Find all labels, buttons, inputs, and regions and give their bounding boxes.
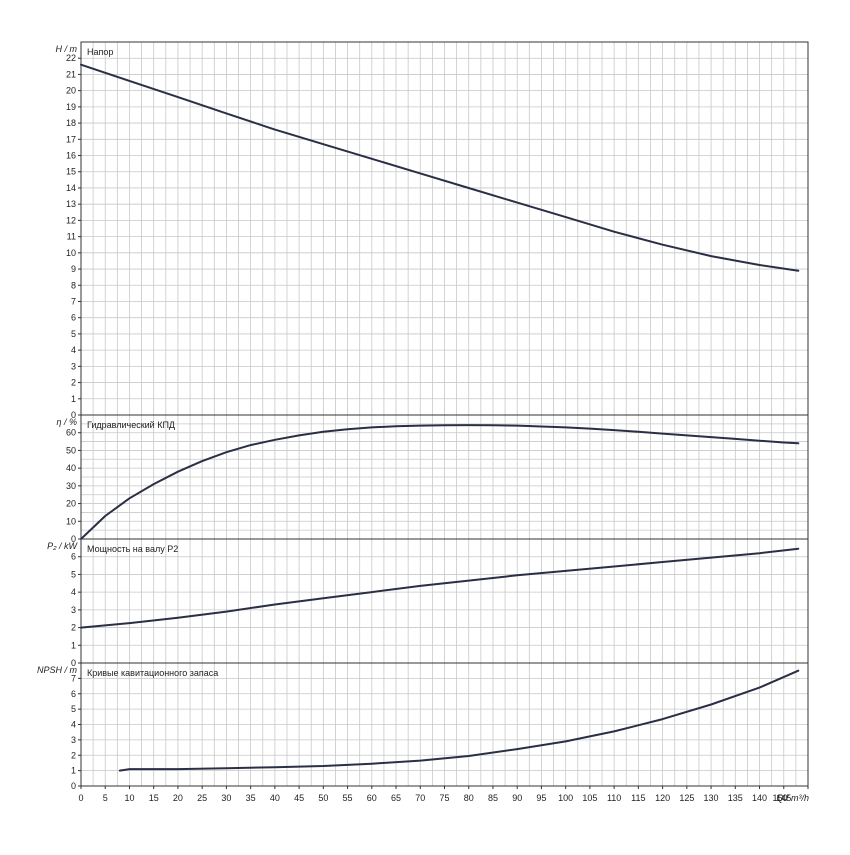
x-tick-label: 70 [415, 793, 425, 803]
panel-1-ytick-label: 14 [66, 183, 76, 193]
panel-1-ytick-label: 1 [71, 394, 76, 404]
x-tick-label: 35 [246, 793, 256, 803]
panel-3-ytick-label: 2 [71, 623, 76, 633]
panel-4-ytick-label: 1 [71, 766, 76, 776]
panel-3-ytick-label: 5 [71, 569, 76, 579]
panel-2-ytick-label: 10 [66, 516, 76, 526]
x-tick-label: 40 [270, 793, 280, 803]
panel-1-ytick-label: 4 [71, 345, 76, 355]
x-tick-label: 140 [752, 793, 767, 803]
panel-1-ytick-label: 19 [66, 102, 76, 112]
panel-3-ytick-label: 1 [71, 640, 76, 650]
panel-4-ytick-label: 0 [71, 781, 76, 791]
x-axis-title: Q / m³/h [776, 793, 809, 803]
panel-1-ytick-label: 15 [66, 167, 76, 177]
panel-3-ytick-label: 4 [71, 587, 76, 597]
panel-1-y-axis-title: H / m [56, 44, 78, 54]
panel-1-title: Напор [87, 47, 113, 57]
x-tick-label: 55 [343, 793, 353, 803]
panel-2-title: Гидравлический КПД [87, 420, 175, 430]
x-tick-label: 60 [367, 793, 377, 803]
panel-4-ytick-label: 6 [71, 689, 76, 699]
x-tick-label: 105 [582, 793, 597, 803]
x-tick-label: 80 [464, 793, 474, 803]
x-tick-label: 125 [679, 793, 694, 803]
x-tick-label: 130 [704, 793, 719, 803]
panel-2-ytick-label: 30 [66, 481, 76, 491]
x-tick-label: 45 [294, 793, 304, 803]
x-tick-label: 95 [536, 793, 546, 803]
panel-4-curve [118, 669, 800, 772]
x-tick-label: 5 [103, 793, 108, 803]
curves [80, 63, 800, 772]
panel-1-ytick-label: 5 [71, 329, 76, 339]
x-tick-label: 0 [78, 793, 83, 803]
panel-1-ytick-label: 22 [66, 53, 76, 63]
panel-3-ytick-label: 0 [71, 658, 76, 668]
x-tick-label: 25 [197, 793, 207, 803]
grid-lines [78, 41, 809, 789]
x-tick-label: 110 [607, 793, 621, 803]
panel-4-ytick-label: 2 [71, 750, 76, 760]
panel-4-ytick-label: 3 [71, 735, 76, 745]
x-tick-label: 10 [124, 793, 134, 803]
panel-1-ytick-label: 13 [66, 199, 76, 209]
x-tick-label: 20 [173, 793, 183, 803]
panel-2-ytick-label: 60 [66, 428, 76, 438]
panel-1-ytick-label: 2 [71, 378, 76, 388]
x-tick-label: 115 [631, 793, 645, 803]
panel-1-ytick-label: 7 [71, 296, 76, 306]
panel-4-ytick-label: 7 [71, 673, 76, 683]
panel-1-ytick-label: 21 [66, 69, 76, 79]
panel-3-y-axis-title: P₂ / kW [47, 541, 78, 551]
x-tick-label: 150 [772, 793, 787, 803]
panel-1-ytick-label: 0 [71, 410, 76, 420]
x-tick-label: 75 [439, 793, 449, 803]
panel-2-y-axis-title: η / % [56, 417, 77, 427]
x-tick-label: 15 [149, 793, 159, 803]
panel-1-ytick-label: 8 [71, 280, 76, 290]
panel-1-ytick-label: 9 [71, 264, 76, 274]
panel-1-ytick-label: 17 [66, 134, 76, 144]
x-tick-label: 135 [728, 793, 743, 803]
x-tick-label: 100 [558, 793, 573, 803]
panel-1-ytick-label: 12 [66, 215, 76, 225]
x-tick-label: 85 [488, 793, 498, 803]
panel-3-ytick-label: 6 [71, 552, 76, 562]
panel-4-title: Кривые кавитационного запаса [87, 668, 218, 678]
panel-1-ytick-label: 18 [66, 118, 76, 128]
panel-2-curve [80, 424, 800, 540]
panel-2-ytick-label: 50 [66, 445, 76, 455]
panel-1-ytick-label: 6 [71, 313, 76, 323]
x-tick-label: 90 [512, 793, 522, 803]
panel-4-ytick-label: 4 [71, 720, 76, 730]
panel-2-ytick-label: 20 [66, 499, 76, 509]
panel-2-ytick-label: 40 [66, 463, 76, 473]
panel-1-ytick-label: 16 [66, 151, 76, 161]
x-tick-label: 30 [221, 793, 231, 803]
panel-3-ytick-label: 3 [71, 605, 76, 615]
x-tick-label: 50 [318, 793, 328, 803]
x-tick-label: 120 [655, 793, 670, 803]
panel-3-title: Мощность на валу P2 [87, 544, 178, 554]
panel-3-curve [80, 547, 800, 629]
panel-4-y-axis-title: NPSH / m [37, 665, 78, 675]
panel-1-ytick-label: 10 [66, 248, 76, 258]
panel-1-curve [80, 63, 800, 272]
panel-1-ytick-label: 11 [67, 232, 76, 242]
panel-1-ytick-label: 20 [66, 86, 76, 96]
panel-4-ytick-label: 5 [71, 704, 76, 714]
panel-2-ytick-label: 0 [71, 534, 76, 544]
x-tick-label: 145 [776, 793, 791, 803]
x-tick-label: 65 [391, 793, 401, 803]
panel-1-ytick-label: 3 [71, 361, 76, 371]
